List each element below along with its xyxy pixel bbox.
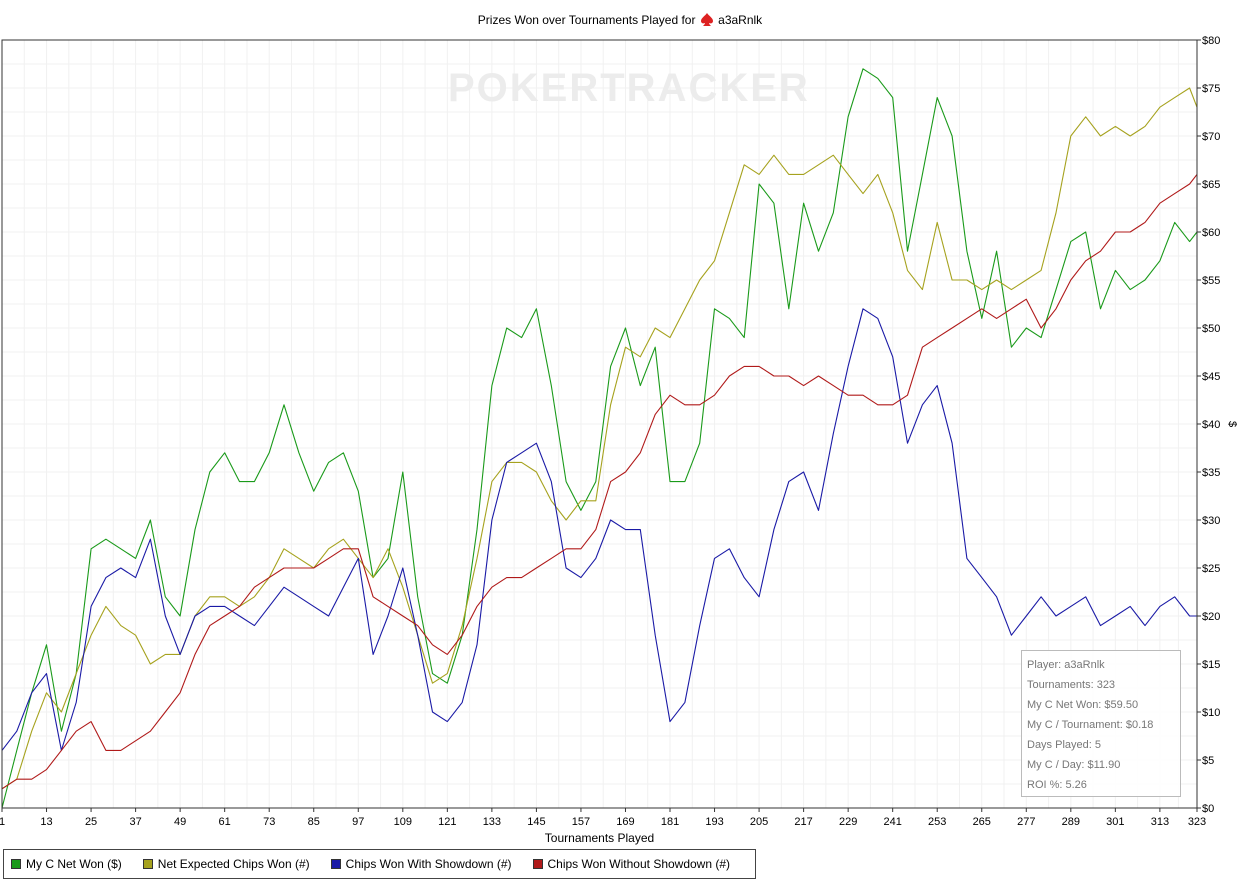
y-tick-label: $45	[1202, 371, 1220, 383]
x-tick-label: 181	[661, 816, 679, 828]
legend-item-expected[interactable]: Net Expected Chips Won (#)	[142, 857, 310, 871]
x-tick-label: 323	[1188, 816, 1206, 828]
watermark: POKERTRACKER	[448, 66, 810, 110]
y-tick-label: $40	[1202, 419, 1220, 431]
chart-title-prefix: Prizes Won over Tournaments Played for	[477, 13, 696, 27]
tooltip-line: Tournaments: 323	[1027, 679, 1116, 691]
legend-label: My C Net Won ($)	[26, 857, 122, 871]
y-tick-label: $50	[1202, 323, 1220, 335]
tooltip-line: Days Played: 5	[1027, 739, 1101, 751]
x-tick-label: 205	[750, 816, 768, 828]
x-tick-label: 289	[1062, 816, 1080, 828]
x-tick-label: 169	[616, 816, 634, 828]
tooltip-line: ROI %: 5.26	[1027, 779, 1087, 791]
legend-label: Chips Won With Showdown (#)	[345, 857, 512, 871]
y-tick-label: $65	[1202, 179, 1220, 191]
legend-swatch	[532, 859, 543, 869]
y-axis-label: $	[1226, 420, 1239, 428]
x-tick-label: 13	[40, 816, 52, 828]
legend-item-net-won[interactable]: My C Net Won ($)	[11, 857, 122, 871]
x-tick-label: 157	[572, 816, 590, 828]
y-tick-label: $10	[1202, 707, 1220, 719]
x-tick-label: 25	[85, 816, 97, 828]
legend-swatch	[142, 859, 153, 869]
x-tick-label: 73	[263, 816, 275, 828]
x-tick-label: 61	[219, 816, 231, 828]
y-tick-label: $70	[1202, 131, 1220, 143]
y-tick-label: $55	[1202, 275, 1220, 287]
chart-legend: My C Net Won ($) Net Expected Chips Won …	[3, 849, 756, 879]
x-tick-label: 133	[483, 816, 501, 828]
x-tick-label: 241	[884, 816, 902, 828]
x-tick-label: 49	[174, 816, 186, 828]
series-line-3	[1, 174, 1198, 790]
x-axis-label: Tournaments Played	[545, 831, 654, 845]
x-tick-label: 229	[839, 816, 857, 828]
tooltip-line: My C / Tournament: $0.18	[1027, 719, 1154, 731]
legend-swatch	[11, 859, 21, 869]
y-tick-label: $80	[1202, 35, 1220, 47]
series-line-2	[1, 308, 1197, 751]
x-tick-label: 37	[129, 816, 141, 828]
chart-title-player: a3aRnlk	[718, 13, 763, 27]
legend-swatch	[330, 859, 341, 869]
x-tick-label: 277	[1017, 816, 1035, 828]
y-tick-label: $30	[1202, 515, 1220, 527]
x-tick-label: 121	[438, 816, 456, 828]
legend-label: Chips Won Without Showdown (#)	[547, 857, 731, 871]
y-tick-label: $5	[1202, 755, 1214, 767]
tooltip-line: Player: a3aRnlk	[1027, 659, 1105, 671]
y-tick-label: $15	[1202, 659, 1220, 671]
tooltip-line: My C / Day: $11.90	[1027, 759, 1121, 771]
y-tick-label: $25	[1202, 563, 1220, 575]
legend-item-no-showdown[interactable]: Chips Won Without Showdown (#)	[532, 857, 731, 871]
y-tick-label: $35	[1202, 467, 1220, 479]
x-tick-label: 109	[394, 816, 412, 828]
series-line-1	[1, 87, 1198, 790]
x-tick-label: 301	[1106, 816, 1124, 828]
legend-label: Net Expected Chips Won (#)	[157, 857, 310, 871]
stats-tooltip: Player: a3aRnlk Tournaments: 323 My C Ne…	[1021, 650, 1181, 797]
legend-item-showdown[interactable]: Chips Won With Showdown (#)	[330, 857, 512, 871]
x-tick-label: 313	[1151, 816, 1169, 828]
x-tick-label: 85	[308, 816, 320, 828]
x-tick-label: 253	[928, 816, 946, 828]
tooltip-line: My C Net Won: $59.50	[1027, 699, 1139, 711]
y-tick-label: $20	[1202, 611, 1220, 623]
x-tick-label: 1	[0, 816, 5, 828]
x-tick-label: 193	[705, 816, 723, 828]
x-tick-label: 145	[527, 816, 545, 828]
x-tick-label: 265	[973, 816, 991, 828]
y-tick-label: $0	[1202, 803, 1214, 815]
x-tick-label: 97	[352, 816, 364, 828]
x-tick-label: 217	[794, 816, 812, 828]
chart-title: Prizes Won over Tournaments Played for a…	[0, 13, 1240, 27]
y-tick-label: $75	[1202, 83, 1220, 95]
spade-icon	[700, 13, 713, 26]
y-tick-label: $60	[1202, 227, 1220, 239]
series-line-0	[1, 68, 1198, 809]
